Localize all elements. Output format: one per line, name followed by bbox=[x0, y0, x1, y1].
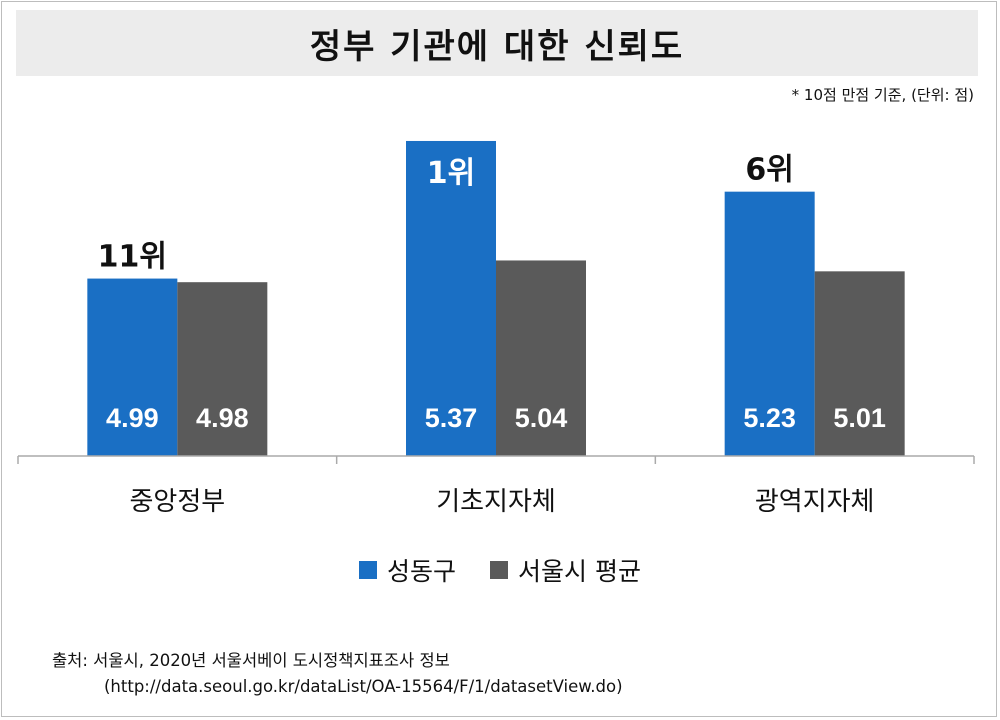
legend-swatch-seoul-average bbox=[490, 561, 509, 579]
value-label: 4.98 bbox=[196, 403, 249, 433]
rank-label: 1위 bbox=[427, 156, 475, 191]
legend-label-seongdong: 성동구 bbox=[387, 557, 457, 586]
bar-seongdong bbox=[406, 140, 496, 456]
rank-label: 6위 bbox=[745, 153, 793, 188]
bar-seongdong bbox=[87, 278, 178, 456]
value-label: 5.37 bbox=[425, 403, 478, 433]
rank-label: 11위 bbox=[98, 240, 167, 275]
value-label: 4.99 bbox=[106, 403, 159, 433]
value-label: 5.23 bbox=[743, 403, 796, 433]
chart-title: 정부 기관에 대한 신뢰도 bbox=[309, 26, 685, 67]
source-url: (http://data.seoul.go.kr/dataList/OA-155… bbox=[104, 677, 623, 696]
legend-item-seongdong: 성동구 bbox=[359, 552, 456, 588]
legend-item-seoul-average: 서울시 평균 bbox=[490, 552, 641, 588]
title-bar: 정부 기관에 대한 신뢰도 bbox=[16, 10, 978, 76]
legend-swatch-seongdong bbox=[359, 561, 378, 579]
bar-seoul-average bbox=[496, 260, 586, 456]
category-label: 광역지자체 bbox=[755, 487, 875, 517]
category-label: 기초지자체 bbox=[436, 487, 556, 517]
value-label: 5.04 bbox=[515, 403, 568, 433]
bar-seongdong bbox=[724, 191, 815, 457]
value-label: 5.01 bbox=[833, 403, 886, 433]
bar-seoul-average bbox=[177, 282, 268, 456]
category-label: 중앙정부 bbox=[129, 487, 225, 517]
legend-label-seoul-average: 서울시 평균 bbox=[518, 557, 641, 586]
unit-note: * 10점 만점 기준, (단위: 점) bbox=[791, 86, 974, 104]
source-line: 출처: 서울시, 2020년 서울서베이 도시정책지표조사 정보 bbox=[52, 651, 450, 670]
source-note: 출처: 서울시, 2020년 서울서베이 도시정책지표조사 정보 (http:/… bbox=[52, 648, 623, 700]
legend: 성동구 서울시 평균 bbox=[0, 552, 1000, 588]
bar-seoul-average bbox=[814, 271, 905, 456]
